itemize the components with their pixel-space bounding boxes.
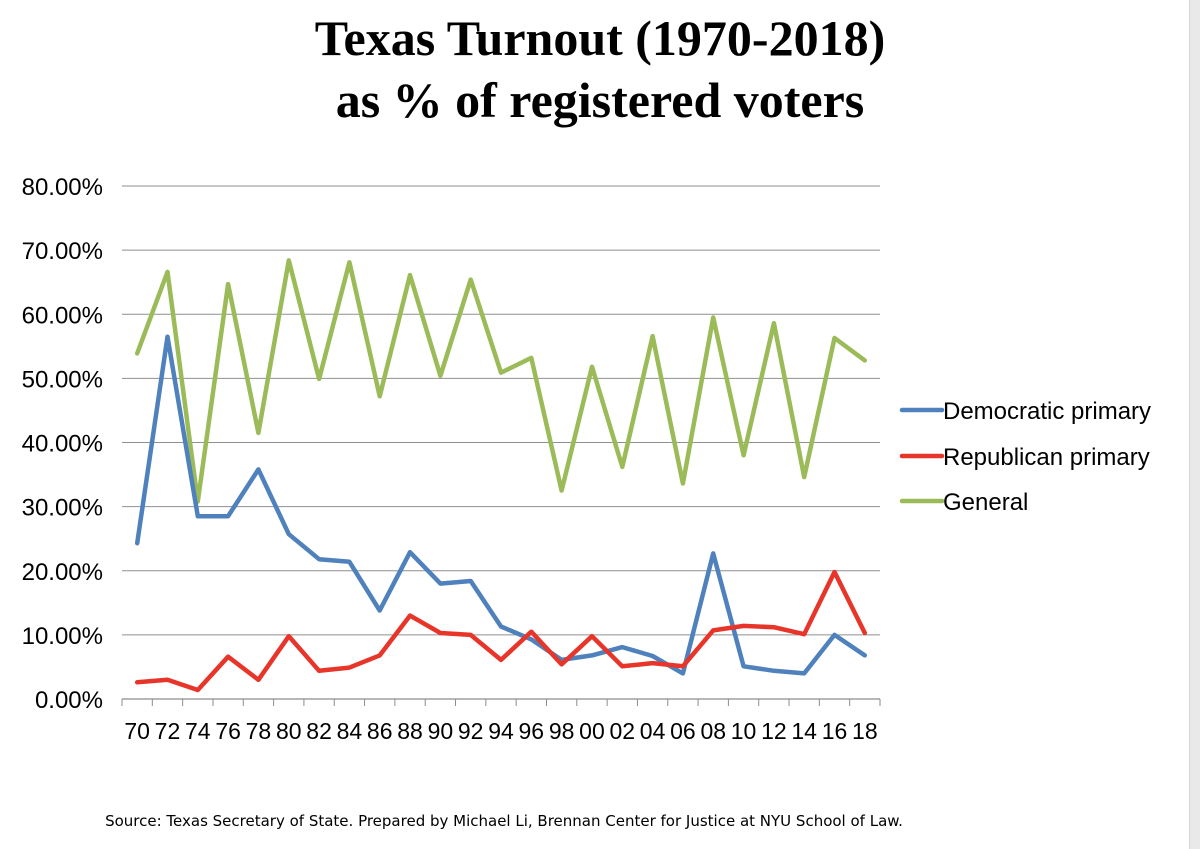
x-tick-label: 72	[155, 718, 181, 744]
legend-label: Republican primary	[943, 444, 1150, 471]
x-tick-label: 84	[337, 718, 363, 744]
window-edge	[1189, 0, 1200, 849]
x-tick-label: 90	[428, 718, 454, 744]
y-tick-label: 60.00%	[22, 302, 103, 329]
y-tick-label: 50.00%	[22, 366, 103, 393]
y-tick-label: 80.00%	[22, 174, 103, 201]
x-tick-label: 94	[488, 718, 514, 744]
chart-title-line-1: Texas Turnout (1970-2018)	[314, 10, 886, 66]
x-tick-label: 16	[822, 718, 848, 744]
x-tick-label: 96	[519, 718, 545, 744]
y-tick-label: 30.00%	[22, 495, 103, 522]
x-tick-label: 80	[276, 718, 302, 744]
x-tick-label: 82	[306, 718, 332, 744]
y-tick-label: 40.00%	[22, 431, 103, 458]
y-tick-label: 10.00%	[22, 623, 103, 650]
x-tick-label: 06	[670, 718, 696, 744]
x-tick-label: 10	[731, 718, 757, 744]
x-tick-label: 08	[700, 718, 726, 744]
x-tick-label: 14	[791, 718, 817, 744]
chart-title-line-2: as % of registered voters	[335, 72, 865, 128]
legend-label: General	[943, 489, 1028, 516]
x-tick-label: 86	[367, 718, 393, 744]
x-tick-label: 12	[761, 718, 787, 744]
x-tick-label: 78	[246, 718, 272, 744]
source-note: Source: Texas Secretary of State. Prepar…	[105, 812, 903, 830]
series-lines	[134, 258, 868, 693]
x-tick-label: 76	[215, 718, 241, 744]
x-tick-label: 98	[549, 718, 575, 744]
legend-label: Democratic primary	[943, 398, 1151, 425]
x-tick-label: 02	[609, 718, 635, 744]
x-tick-label: 88	[397, 718, 423, 744]
y-tick-label: 0.00%	[35, 687, 103, 714]
x-tick-label: 00	[579, 718, 605, 744]
series-line-general	[134, 258, 868, 504]
y-tick-label: 20.00%	[22, 559, 103, 586]
y-tick-label: 70.00%	[22, 238, 103, 265]
legend: Democratic primary Republican primary Gene…	[899, 398, 1151, 516]
y-axis-tick-labels: 0.00% 10.00% 20.00% 30.00% 40.00% 50.00% 60.00…	[22, 174, 103, 714]
x-tick-label: 70	[124, 718, 150, 744]
series-line-republican-primary	[134, 569, 868, 693]
gridlines	[122, 185, 880, 700]
x-tick-label: 04	[640, 718, 666, 744]
x-tick-label: 18	[852, 718, 878, 744]
x-axis-tick-labels: 70 72 74 76 78 80 82 84 86 88 90 92 94 96 98 00 02 04 06 08…	[121, 699, 881, 744]
x-tick-label: 92	[458, 718, 484, 744]
x-tick-label: 74	[185, 718, 211, 744]
series-line-democratic-primary	[134, 334, 868, 676]
